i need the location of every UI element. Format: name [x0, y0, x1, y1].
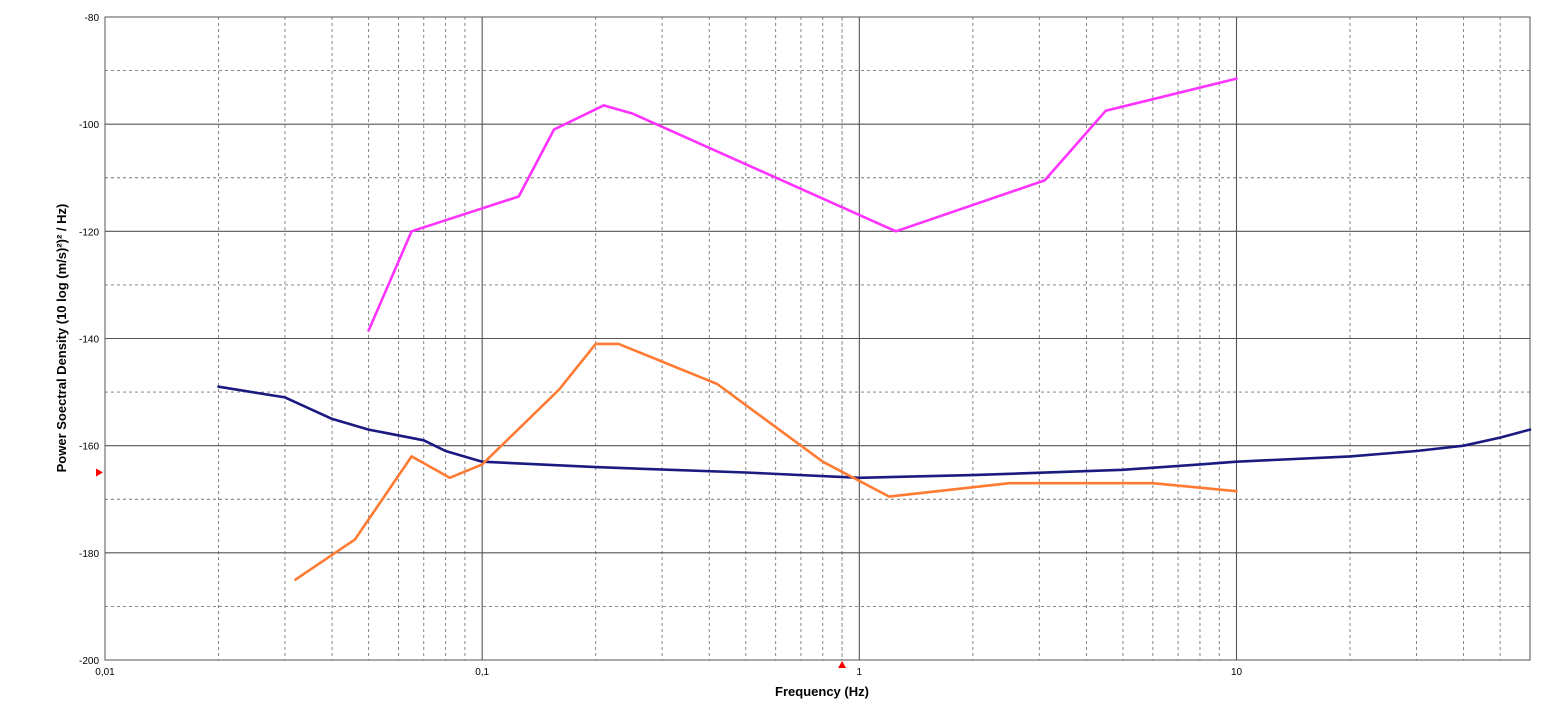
series-line-2: [217, 385, 1532, 480]
x-axis-label: Frequency (Hz): [775, 684, 869, 699]
y-tick-label: -160: [79, 442, 99, 453]
axis-markers: [96, 468, 847, 668]
y-tick-label: -200: [79, 656, 99, 667]
x-tick-label: 0,1: [475, 667, 489, 678]
y-tick-label: -100: [79, 120, 99, 131]
x-axis-marker: [838, 661, 847, 668]
y-tick-label: -180: [79, 549, 99, 560]
x-tick-label: 10: [1231, 667, 1243, 678]
major-grid: [105, 17, 1530, 660]
y-tick-label: -120: [79, 227, 99, 238]
series-line-3: [294, 342, 1238, 581]
plot-frame: [104, 16, 1531, 661]
y-axis-label: Power Soectral Density (10 log (m/s)²)² …: [54, 204, 69, 473]
x-tick-label: 0,01: [95, 667, 115, 678]
x-tick-label: 1: [857, 667, 863, 678]
series-line-1: [367, 77, 1238, 332]
y-axis-marker: [96, 468, 103, 477]
y-tick-label: -80: [85, 13, 100, 24]
y-tick-label: -140: [79, 335, 99, 346]
series-layer: [217, 77, 1532, 581]
tick-labels: 0,01 0,1 1 10 -80 -100 -120 -140 -160 -180 -200: [79, 13, 1243, 678]
